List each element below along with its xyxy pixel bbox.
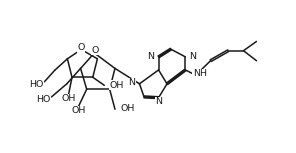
Text: O: O xyxy=(92,46,99,55)
Text: N: N xyxy=(189,52,197,61)
Text: N: N xyxy=(147,52,155,61)
Text: O: O xyxy=(78,43,85,52)
Text: OH: OH xyxy=(71,106,86,115)
Text: OH: OH xyxy=(121,104,135,113)
Text: NH: NH xyxy=(193,69,207,78)
Text: N: N xyxy=(155,97,162,106)
Text: HO: HO xyxy=(36,95,50,104)
Text: HO: HO xyxy=(29,80,43,89)
Text: OH: OH xyxy=(61,94,76,103)
Text: OH: OH xyxy=(110,81,124,90)
Text: N: N xyxy=(128,78,135,87)
